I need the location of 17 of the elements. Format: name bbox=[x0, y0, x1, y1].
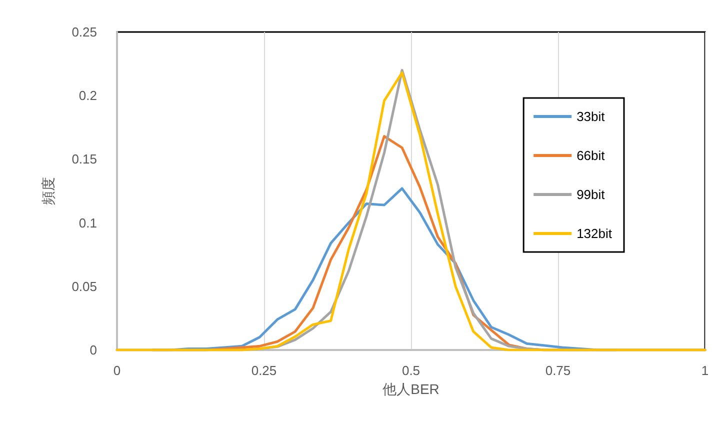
y-tick-label: 0 bbox=[90, 342, 97, 358]
legend-label: 99bit bbox=[576, 187, 606, 202]
legend-label: 33bit bbox=[576, 109, 606, 124]
legend-label: 132bit bbox=[576, 226, 612, 241]
y-axis-title: 頻度 bbox=[40, 177, 56, 205]
x-axis-title: 他人BER bbox=[382, 381, 440, 397]
legend-label: 66bit bbox=[576, 148, 606, 163]
x-tick-label: 1 bbox=[701, 363, 709, 378]
y-tick-label: 0.05 bbox=[72, 278, 97, 294]
y-tick-label: 0.1 bbox=[78, 215, 97, 230]
x-tick-label: 0 bbox=[113, 363, 121, 378]
x-tick-label: 0.25 bbox=[251, 363, 277, 378]
y-tick-label: 0.15 bbox=[72, 152, 97, 167]
y-tick-label: 0.2 bbox=[78, 88, 97, 104]
y-tick-label: 0.25 bbox=[72, 24, 97, 40]
x-tick-label: 0.75 bbox=[545, 363, 571, 378]
x-tick-label: 0.5 bbox=[402, 363, 420, 378]
